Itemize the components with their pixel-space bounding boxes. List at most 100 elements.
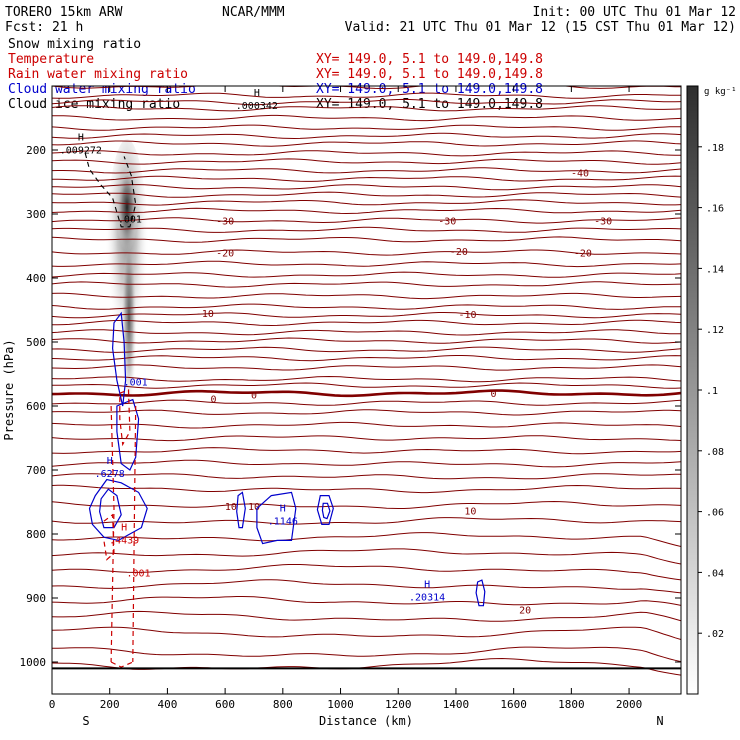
isotherm-label: -20 (574, 248, 592, 259)
rain-water-contour (110, 661, 134, 668)
isotherm-line (52, 657, 681, 676)
isotherm-label: 0 (490, 389, 496, 400)
valid-time: Valid: 21 UTC Thu 01 Mar 12 (15 CST Thu … (345, 20, 736, 35)
x-tick-label: 1400 (443, 698, 470, 711)
extremum-marker: H (254, 88, 260, 99)
isotherm-label: -20 (450, 247, 468, 258)
isotherm-line (52, 382, 681, 389)
isotherm-line (52, 207, 681, 215)
isotherm-line (52, 281, 681, 288)
isotherm-line (52, 217, 681, 224)
x-tick-label: 400 (157, 698, 177, 711)
isotherm-line (52, 389, 681, 398)
isotherm-labels: -40 -30 -30 -30 -20 -20 -20 -10 -10 0 0 0 10 10 10 20 (196, 168, 612, 616)
isotherm-line (52, 140, 681, 147)
forecast-hour: Fcst: 21 h (5, 20, 83, 35)
cloud-water-contour (475, 579, 486, 607)
isotherm-line (52, 271, 681, 278)
extremum-value: .009272 (60, 145, 102, 156)
isotherm-label: 20 (519, 606, 531, 617)
field-label-cloud-ice: Cloud ice mixing ratio (8, 97, 180, 112)
extremum-marker: H (280, 503, 286, 514)
extremum-value: .20314 (409, 593, 445, 604)
isotherm-label: -10 (458, 310, 476, 321)
x-tick-label: 1800 (558, 698, 585, 711)
isotherm-label: -30 (216, 216, 234, 227)
snow-plume-tail (121, 250, 138, 443)
isotherm-line (52, 459, 681, 468)
cloud-water-contours (88, 311, 486, 607)
temperature-isotherms (52, 86, 681, 676)
organization: NCAR/MMM (222, 5, 285, 20)
isotherm-line (52, 329, 681, 336)
isotherm-line (52, 435, 681, 442)
isotherm-line (52, 124, 681, 131)
colorbar-tick-label: .16 (706, 204, 724, 215)
isotherm-line (52, 199, 681, 206)
rain-water-contour (110, 405, 115, 663)
plot-area: -40 -30 -30 -30 -20 -20 -20 -10 -10 0 0 0 10 10 10 20 H.… (52, 86, 681, 676)
isotherm-line (52, 532, 681, 547)
field-label-rain: Rain water mixing ratio (8, 67, 188, 82)
cloud-ice-contours (84, 153, 137, 228)
isotherm-line (52, 548, 681, 565)
isotherm-label: -20 (216, 248, 234, 259)
colorbar-tick-label: .08 (706, 447, 724, 458)
cloud-water-contour (321, 502, 331, 520)
x-tick-label: 1600 (500, 698, 527, 711)
cloud-water-contour (111, 311, 127, 407)
isotherm-line (52, 92, 681, 99)
y-tick-label: 600 (26, 400, 46, 413)
isotherm-line (52, 364, 681, 371)
extremum-marker: H (78, 132, 84, 143)
cloud-water-contour (316, 495, 334, 525)
cloud-water-contour (236, 491, 246, 529)
isotherm-line (52, 132, 681, 140)
x-axis-label: Distance (km) (319, 714, 413, 728)
x-tick-label: 0 (49, 698, 56, 711)
colorbar-tick-label: .1 (706, 386, 718, 397)
x-tick-label: 1000 (327, 698, 354, 711)
cloud-ice-contour (84, 153, 137, 228)
extremum-value: .1146 (268, 516, 298, 527)
cloud-water-contour (256, 491, 297, 545)
isotherm-line (52, 158, 681, 165)
y-axis-label: Pressure (hPa) (2, 339, 16, 440)
y-tick-label: 1000 (20, 656, 47, 669)
extremum-value: .001 (127, 568, 151, 579)
isotherm-label: 10 (464, 506, 476, 517)
colorbar-tick-label: .04 (706, 568, 724, 579)
header: TORERO 15km ARW NCAR/MMM Init: 00 UTC Th… (5, 5, 736, 35)
isotherm-line (52, 226, 681, 233)
isotherm-line (52, 473, 681, 480)
isotherm-line (52, 98, 681, 106)
y-tick-label: 200 (26, 144, 46, 157)
y-tick-label: 800 (26, 528, 46, 541)
rain-water-contour (119, 389, 131, 447)
isotherm-line (52, 260, 681, 268)
colorbar-gradient (686, 85, 699, 695)
extremum-marker: H (121, 523, 127, 534)
y-tick-label: 300 (26, 208, 46, 221)
extremum-value: .6278 (95, 469, 125, 480)
extremum-value: .000342 (236, 101, 278, 112)
field-xy-temperature: XY= 149.0, 5.1 to 149.0,149.8 (316, 52, 543, 67)
x-axis-end-label: N (656, 714, 663, 728)
isotherm-line (52, 191, 681, 198)
model-title: TORERO 15km ARW (5, 5, 123, 20)
isotherm-line (52, 646, 681, 663)
extremum-marker: H (424, 580, 430, 591)
colorbar-tick-label: .02 (706, 629, 724, 640)
isotherm-line (52, 303, 681, 310)
isotherm-label: -30 (438, 216, 456, 227)
isotherm-line (52, 105, 681, 112)
isotherm-line (52, 564, 681, 581)
isotherm-line (52, 447, 681, 455)
rain-water-contour (132, 405, 137, 663)
isotherm-line (52, 596, 681, 606)
x-tick-label: 800 (273, 698, 293, 711)
colorbar-ticks: .02 .04 .06 .08 .1 .12 .14 .16 .18 (698, 143, 724, 640)
isotherm-line (52, 236, 681, 243)
x-axis: 0 200 400 600 800 1000 1200 1400 1600 1800 2000 (49, 86, 642, 711)
isotherm-line (52, 626, 681, 640)
